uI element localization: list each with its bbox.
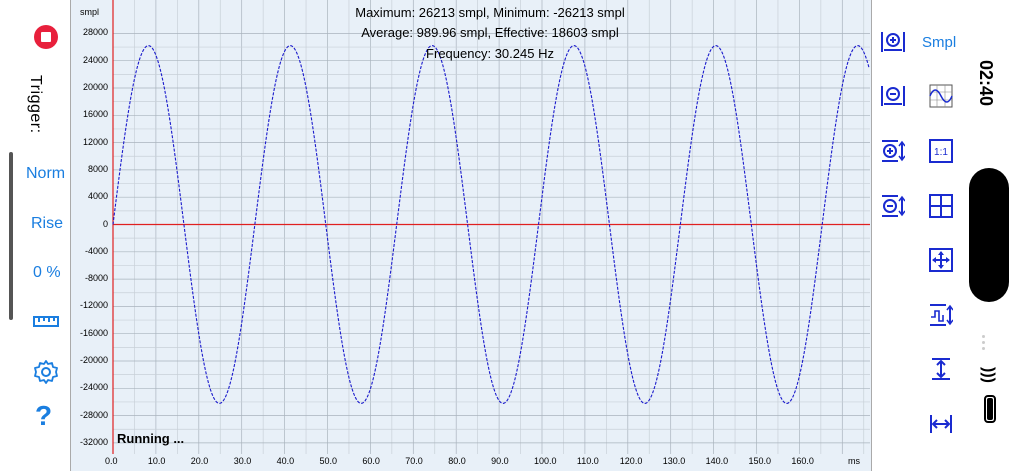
trigger-level-button[interactable]: 0 % bbox=[33, 264, 61, 281]
scope-chart bbox=[112, 0, 870, 454]
grid-icon[interactable] bbox=[929, 194, 953, 218]
y-tick-label: -12000 bbox=[79, 300, 108, 311]
x-tick-label: 130.0 bbox=[662, 456, 686, 466]
x-tick-label: 20.0 bbox=[190, 456, 209, 466]
stats-average-effective: Average: 989.96 smpl, Effective: 18603 s… bbox=[361, 25, 619, 40]
x-tick-label: 80.0 bbox=[448, 456, 466, 466]
battery-icon bbox=[984, 395, 996, 423]
zoom-out-y-icon[interactable] bbox=[881, 194, 906, 218]
dynamic-island bbox=[969, 168, 1009, 302]
svg-text:1:1: 1:1 bbox=[934, 147, 948, 158]
y-tick-label: -24000 bbox=[79, 382, 108, 393]
x-tick-label: 50.0 bbox=[319, 456, 338, 466]
y-tick-label: 4000 bbox=[87, 191, 108, 202]
y-tick-label: 24000 bbox=[82, 54, 108, 65]
status-time: 02:40 bbox=[976, 60, 996, 107]
status-running: Running ... bbox=[117, 431, 185, 446]
wifi-icon: ))) bbox=[979, 367, 997, 383]
vertical-fit-icon[interactable] bbox=[929, 357, 953, 381]
stop-button[interactable] bbox=[34, 25, 58, 49]
y-tick-label: -28000 bbox=[79, 409, 108, 420]
y-tick-label: -16000 bbox=[79, 327, 108, 338]
one-to-one-icon[interactable]: 1:1 bbox=[929, 139, 953, 163]
x-tick-label: 150.0 bbox=[748, 456, 772, 466]
grid-lines bbox=[112, 0, 870, 454]
y-tick-label: -4000 bbox=[84, 245, 108, 256]
x-tick-label: 160.0 bbox=[791, 456, 814, 466]
x-tick-label: 140.0 bbox=[705, 456, 729, 466]
x-tick-label: 10.0 bbox=[147, 456, 166, 466]
x-tick-label: 60.0 bbox=[362, 456, 380, 466]
x-tick-label: 120.0 bbox=[619, 456, 643, 466]
stats-max-min: Maximum: 26213 smpl, Minimum: -26213 smp… bbox=[355, 5, 625, 20]
page-dots bbox=[982, 335, 986, 353]
y-tick-label: 28000 bbox=[82, 27, 108, 38]
y-tick-label: 20000 bbox=[82, 82, 108, 92]
help-icon[interactable]: ? bbox=[35, 400, 53, 431]
y-tick-label: -8000 bbox=[84, 273, 108, 284]
unit-toggle-button[interactable]: Smpl bbox=[922, 34, 957, 51]
x-tick-label: 100.0 bbox=[534, 456, 557, 466]
x-tick-label: 0.0 bbox=[105, 456, 118, 466]
y-unit-label: smpl bbox=[80, 7, 100, 17]
left-scroll-indicator bbox=[9, 152, 13, 320]
x-tick-label: 40.0 bbox=[276, 456, 295, 466]
x-tick-label: 30.0 bbox=[233, 456, 252, 466]
y-tick-label: 12000 bbox=[82, 136, 108, 147]
signal-trace bbox=[112, 45, 870, 404]
trigger-label: Trigger: bbox=[27, 75, 44, 134]
gear-icon[interactable] bbox=[33, 359, 59, 385]
stats-frequency: Frequency: 30.245 Hz bbox=[426, 46, 554, 61]
x-unit-label: ms bbox=[848, 456, 860, 466]
y-tick-label: 0 bbox=[102, 218, 108, 229]
x-tick-label: 70.0 bbox=[405, 456, 423, 466]
waveform-grid-icon[interactable] bbox=[929, 84, 953, 108]
x-tick-label: 90.0 bbox=[491, 456, 509, 466]
trigger-edge-button[interactable]: Rise bbox=[31, 215, 64, 232]
zoom-in-x-icon[interactable] bbox=[881, 30, 905, 54]
y-tick-label: -32000 bbox=[79, 436, 108, 447]
scope-plot-area[interactable] bbox=[70, 0, 872, 471]
y-tick-label: 16000 bbox=[82, 109, 108, 120]
zoom-out-x-icon[interactable] bbox=[881, 84, 905, 108]
trigger-level-adjust-icon[interactable] bbox=[929, 303, 954, 327]
x-tick-label: 110.0 bbox=[576, 456, 599, 466]
horizontal-fit-icon[interactable] bbox=[929, 412, 953, 436]
ruler-icon[interactable] bbox=[33, 313, 59, 329]
zoom-in-y-icon[interactable] bbox=[881, 139, 906, 163]
move-arrows-icon[interactable] bbox=[929, 248, 953, 272]
y-tick-label: 8000 bbox=[87, 163, 108, 174]
trigger-mode-button[interactable]: Norm bbox=[26, 165, 66, 182]
y-tick-label: -20000 bbox=[79, 355, 108, 365]
